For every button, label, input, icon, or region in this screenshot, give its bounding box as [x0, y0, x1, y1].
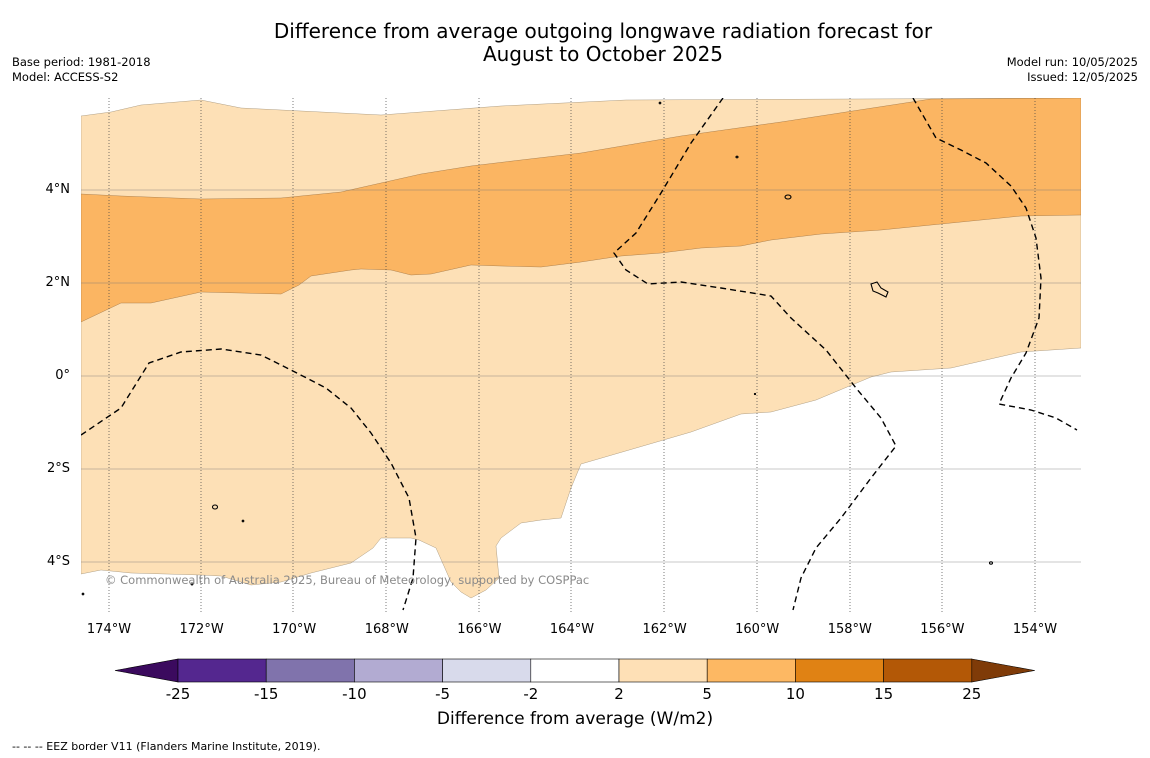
colorbar-tick-label: -2: [523, 685, 539, 703]
lon-label: 158°W: [827, 622, 872, 637]
lon-label: 160°W: [735, 622, 780, 637]
colorbar-tick-label: 15: [874, 685, 894, 703]
colorbar-segment: [265, 658, 355, 683]
lon-label: 170°W: [272, 622, 317, 637]
colorbar-tick-label: 2: [614, 685, 624, 703]
colorbar-segment: [706, 658, 796, 683]
lat-label: 4°S: [46, 554, 70, 569]
colorbar-tick-label: -5: [435, 685, 451, 703]
lon-gridlines: [108, 98, 1036, 613]
lon-label: 162°W: [642, 622, 687, 637]
eez-border-west: [81, 348, 417, 611]
model-text: Model: ACCESS-S2: [12, 70, 119, 84]
eez-border-central: [613, 98, 897, 611]
lon-label: 164°W: [549, 622, 595, 637]
eez-legend-text: -- -- -- EEZ border V11 (Flanders Marine…: [12, 740, 321, 753]
island-baker: [211, 504, 219, 510]
colorbar-tick-label: -25: [165, 685, 191, 703]
colorbar: [114, 658, 1035, 683]
issued-text: Issued: 12/05/2025: [1027, 70, 1138, 84]
base-period-text: Base period: 1981-2018: [12, 55, 151, 69]
colorbar-segment: [442, 658, 532, 683]
colorbar-extend-high: [971, 658, 1035, 683]
lon-label: 172°W: [179, 622, 224, 637]
lat-gridlines: [81, 189, 1081, 563]
lat-label: 2°N: [45, 275, 71, 290]
colorbar-segment: [354, 658, 443, 683]
map-panel: [81, 98, 1081, 613]
colorbar-tick-label: -10: [342, 685, 367, 703]
eez-borders: [81, 98, 1078, 611]
island-tiny-6: [81, 592, 85, 596]
map-title-line-2: August to October 2025: [482, 42, 724, 66]
island-tiny-2: [658, 101, 662, 105]
colorbar-segment: [883, 658, 973, 683]
map-title-line-1: Difference from average outgoing longwav…: [273, 19, 933, 43]
lon-label: 168°W: [364, 622, 409, 637]
lon-label: 174°W: [86, 622, 132, 637]
colorbar-segment: [795, 658, 884, 683]
colorbar-tick-label: 5: [702, 685, 712, 703]
colorbar-segment: [177, 658, 267, 683]
colorbar-segment: [618, 658, 708, 683]
lon-label: 154°W: [1012, 622, 1058, 637]
model-run-text: Model run: 10/05/2025: [1006, 55, 1138, 69]
map-copyright: © Commonwealth of Australia 2025, Bureau…: [105, 573, 590, 587]
lat-label: 2°S: [46, 461, 70, 476]
lon-label: 156°W: [920, 622, 965, 637]
colorbar-extend-low: [114, 658, 179, 683]
colorbar-tick-label: -15: [253, 685, 279, 703]
island-jarvis: [784, 194, 792, 200]
colorbar-segment: [530, 658, 620, 683]
colorbar-tick-label: 25: [962, 685, 982, 703]
islands: [81, 101, 994, 596]
island-tiny-1: [735, 155, 739, 159]
island-howland: [241, 519, 245, 523]
island-tiny-5: [190, 582, 194, 586]
eez-border-east: [912, 98, 1078, 431]
colorbar-title: Difference from average (W/m2): [436, 709, 714, 729]
lat-label: 4°N: [45, 182, 71, 197]
lon-label: 166°W: [457, 622, 502, 637]
island-tiny-3: [753, 392, 757, 396]
anomaly-region-medium: [81, 98, 1081, 323]
island-kiritimati: [870, 281, 889, 298]
lat-label: 0°: [55, 368, 70, 383]
island-tiny-4: [988, 561, 994, 565]
colorbar-tick-label: 10: [785, 685, 805, 703]
